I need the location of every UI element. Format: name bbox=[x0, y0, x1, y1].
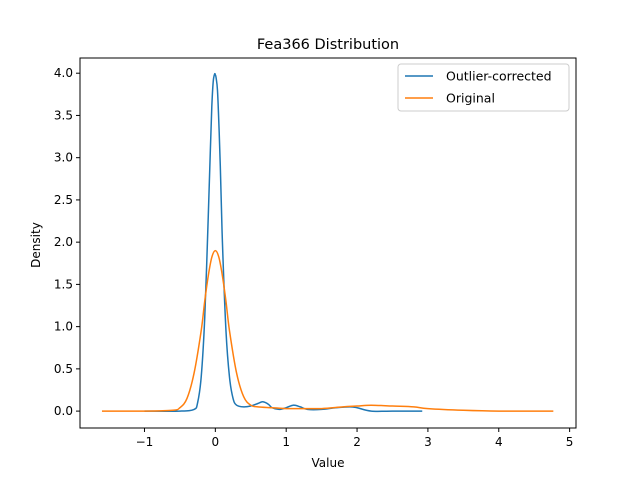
x-tick-label: 2 bbox=[353, 435, 361, 449]
y-tick-label: 1.0 bbox=[54, 320, 73, 334]
chart-title: Fea366 Distribution bbox=[257, 37, 399, 53]
legend: Outlier-corrected Original bbox=[397, 63, 570, 112]
legend-label: Original bbox=[446, 91, 495, 106]
y-tick-label: 3.5 bbox=[54, 108, 73, 122]
y-tick-label: 0.0 bbox=[54, 404, 73, 418]
y-tick-label: 1.5 bbox=[54, 277, 73, 291]
series-line-outlier-corrected bbox=[144, 72, 423, 413]
y-tick-label: 2.5 bbox=[54, 193, 73, 207]
x-tick-label: 4 bbox=[495, 435, 503, 449]
x-tick-label: 1 bbox=[282, 435, 290, 449]
x-axis-ticks: −1 0 1 2 3 4 5 bbox=[136, 428, 574, 449]
y-tick-label: 2.0 bbox=[54, 235, 73, 249]
series-line-original bbox=[101, 249, 554, 412]
y-tick-label: 4.0 bbox=[54, 66, 73, 80]
plot-frame bbox=[79, 57, 577, 429]
x-tick-label: 5 bbox=[566, 435, 574, 449]
y-tick-label: 3.0 bbox=[54, 151, 73, 165]
y-axis-ticks: 0.0 0.5 1.0 1.5 2.0 2.5 3.0 3.5 4.0 bbox=[54, 66, 80, 418]
legend-box bbox=[397, 63, 570, 112]
x-axis-label: Value bbox=[312, 456, 345, 470]
y-axis-label: Density bbox=[29, 222, 43, 268]
x-tick-label: 0 bbox=[212, 435, 220, 449]
plot-area bbox=[101, 72, 554, 413]
x-tick-label: −1 bbox=[136, 435, 154, 449]
legend-label: Outlier-corrected bbox=[446, 69, 552, 84]
x-tick-label: 3 bbox=[424, 435, 432, 449]
y-tick-label: 0.5 bbox=[54, 362, 73, 376]
